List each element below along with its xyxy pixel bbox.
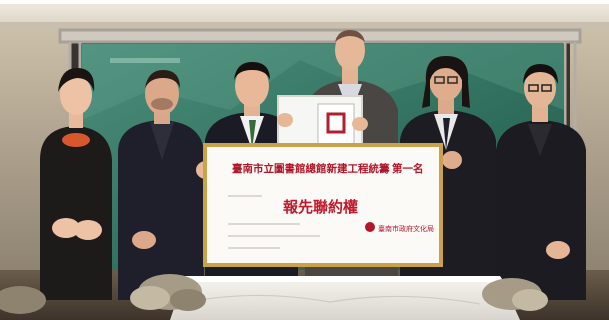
flower-arrangement-left xyxy=(130,274,206,311)
ceremonial-sign: 臺南市立圖書館總館新建工程統籌 第一名 報先聯約權 臺南市政府文化局 xyxy=(203,143,443,267)
person-man-right xyxy=(496,64,586,300)
framed-certificate xyxy=(277,95,368,153)
sign-footer: 臺南市政府文化局 xyxy=(378,224,434,233)
sign-rank: 第一名 xyxy=(392,162,424,175)
person-woman-left xyxy=(40,68,112,300)
sign-fine-print-lines xyxy=(228,195,320,249)
person-man-second xyxy=(118,70,204,300)
sign-subheading: 報先聯約權 xyxy=(283,198,358,216)
sign-heading: 臺南市立圖書館總館新建工程統籌 xyxy=(232,162,390,175)
photo-top-margin xyxy=(0,0,609,4)
flower-arrangement-right xyxy=(482,278,548,311)
sign-panel xyxy=(207,147,439,263)
sign-seal-icon xyxy=(365,222,375,232)
front-table xyxy=(170,276,520,320)
backdrop-logo-mark xyxy=(110,58,180,63)
ceiling-trim xyxy=(0,22,609,32)
flower-arrangement-far-left xyxy=(0,286,46,314)
